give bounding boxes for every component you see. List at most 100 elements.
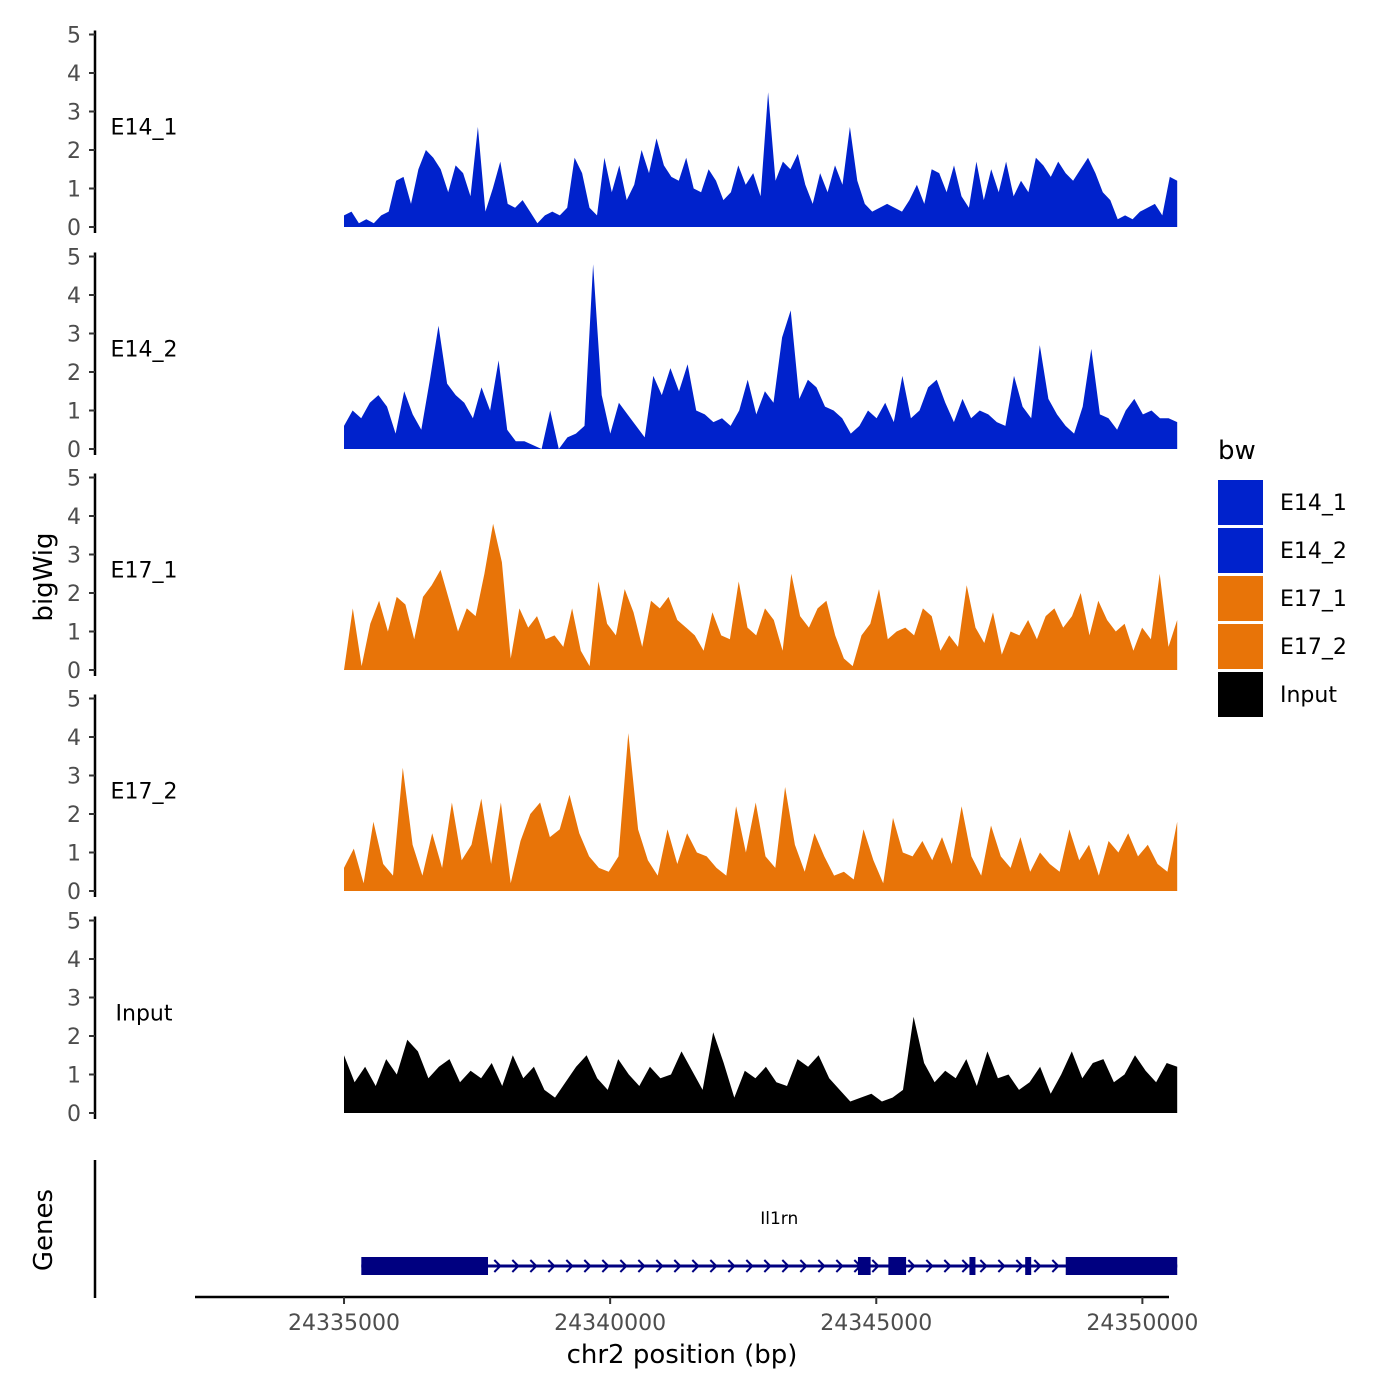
- legend-swatch-Input: [1218, 672, 1263, 717]
- gene-exon: [1025, 1257, 1032, 1275]
- legend-title: bw: [1218, 436, 1256, 466]
- strand-arrow: [925, 1259, 934, 1273]
- y-tick-label: 1: [67, 400, 81, 425]
- y-tick-label: 4: [67, 284, 81, 309]
- strand-arrow: [799, 1259, 808, 1273]
- track-label: E14_2: [111, 338, 178, 363]
- track-E14_1: 0 1 2 3 4 5 E14_1: [67, 24, 1178, 241]
- area-E14_1: [344, 92, 1178, 227]
- legend-swatch-E14_2: [1218, 528, 1263, 573]
- y-tick-label: 0: [67, 659, 81, 684]
- strand-arrow: [871, 1259, 880, 1273]
- strand-arrow: [511, 1259, 520, 1273]
- legend-label-E14_1: E14_1: [1280, 491, 1347, 516]
- y-tick-label: 2: [67, 361, 81, 386]
- area-E14_2: [344, 264, 1178, 449]
- y-tick-label: 2: [67, 1025, 81, 1050]
- strand-arrow: [943, 1259, 952, 1273]
- legend-swatch-E17_1: [1218, 576, 1263, 621]
- y-tick-label: 1: [67, 178, 81, 203]
- y-tick-label: 2: [67, 582, 81, 607]
- strand-arrow: [547, 1259, 556, 1273]
- x-tick-label: 24350000: [1086, 1311, 1198, 1336]
- strand-arrow: [565, 1259, 574, 1273]
- gene-track: Il1rn: [93, 1160, 1178, 1298]
- y-tick-label: 4: [67, 726, 81, 751]
- gene-exon: [857, 1257, 871, 1275]
- y-tick-label: 5: [67, 910, 81, 935]
- strand-arrow: [601, 1259, 610, 1273]
- y-tick-label: 3: [67, 323, 81, 348]
- legend-label-E17_2: E17_2: [1280, 635, 1347, 660]
- strand-arrow: [637, 1259, 646, 1273]
- strand-arrow: [1051, 1259, 1060, 1273]
- track-label: E17_2: [111, 780, 178, 805]
- y-tick-label: 5: [67, 246, 81, 271]
- y-tick-label: 0: [67, 1102, 81, 1127]
- strand-arrow: [961, 1259, 970, 1273]
- y-tick-label: 3: [67, 101, 81, 126]
- gene-exon: [969, 1257, 976, 1275]
- legend-swatch-E17_2: [1218, 624, 1263, 669]
- y-tick-label: 5: [67, 24, 81, 49]
- strand-arrow: [493, 1259, 502, 1273]
- strand-arrow: [979, 1259, 988, 1273]
- y-tick-label: 3: [67, 765, 81, 790]
- y-tick-label: 3: [67, 544, 81, 569]
- strand-arrow: [907, 1259, 916, 1273]
- track-E17_2: 0 1 2 3 4 5 E17_2: [67, 688, 1178, 905]
- strand-arrow: [709, 1259, 718, 1273]
- gene-exon: [361, 1257, 489, 1275]
- legend: bw E14_1 E14_2 E17_1 E17_2 Input: [1218, 436, 1347, 717]
- strand-arrow: [673, 1259, 682, 1273]
- bigwig-tracks: 0 1 2 3 4 5 E14_1 0 1 2 3 4 5 E14_2 0 1 2 3 4 5 E17_1 0 1 2 3 4 5 E…: [67, 24, 1178, 1127]
- y-tick-label: 5: [67, 467, 81, 492]
- y-tick-label: 1: [67, 1064, 81, 1089]
- strand-arrow: [583, 1259, 592, 1273]
- strand-arrow: [763, 1259, 772, 1273]
- legend-label-Input: Input: [1280, 683, 1337, 708]
- y-tick-label: 4: [67, 948, 81, 973]
- track-E14_2: 0 1 2 3 4 5 E14_2: [67, 246, 1178, 463]
- strand-arrow: [655, 1259, 664, 1273]
- y-tick-label: 2: [67, 803, 81, 828]
- track-Input: 0 1 2 3 4 5 Input: [67, 910, 1178, 1127]
- track-label: E17_1: [111, 559, 178, 584]
- track-E17_1: 0 1 2 3 4 5 E17_1: [67, 467, 1178, 684]
- area-E17_1: [344, 523, 1178, 670]
- strand-arrow: [619, 1259, 628, 1273]
- x-tick-label: 24335000: [288, 1311, 400, 1336]
- y-tick-label: 1: [67, 621, 81, 646]
- strand-arrow: [1015, 1259, 1024, 1273]
- genes-track-label: Genes: [29, 1189, 59, 1271]
- strand-arrow: [727, 1259, 736, 1273]
- legend-label-E14_2: E14_2: [1280, 539, 1347, 564]
- strand-arrow: [691, 1259, 700, 1273]
- strand-arrow: [817, 1259, 826, 1273]
- legend-label-E17_1: E17_1: [1280, 587, 1347, 612]
- track-label: E14_1: [111, 116, 178, 141]
- y-tick-label: 2: [67, 139, 81, 164]
- area-Input: [344, 1016, 1178, 1113]
- strand-arrow: [835, 1259, 844, 1273]
- strand-arrow: [1033, 1259, 1042, 1273]
- strand-arrow: [745, 1259, 754, 1273]
- x-axis-label: chr2 position (bp): [567, 1340, 798, 1370]
- x-axis: 24335000 24340000 24345000 24350000: [195, 1295, 1198, 1336]
- y-tick-label: 5: [67, 688, 81, 713]
- gene-name-label: Il1rn: [760, 1209, 798, 1229]
- y-tick-label: 1: [67, 842, 81, 867]
- y-tick-label: 0: [67, 216, 81, 241]
- y-axis-label: bigWig: [29, 532, 59, 621]
- y-tick-label: 0: [67, 880, 81, 905]
- strand-arrow: [529, 1259, 538, 1273]
- y-tick-label: 3: [67, 987, 81, 1012]
- x-tick-label: 24345000: [820, 1311, 932, 1336]
- gene-exon: [1065, 1257, 1178, 1275]
- y-tick-label: 4: [67, 62, 81, 87]
- gene-exon: [888, 1257, 907, 1275]
- x-tick-label: 24340000: [554, 1311, 666, 1336]
- legend-swatch-E14_1: [1218, 480, 1263, 525]
- strand-arrow: [997, 1259, 1006, 1273]
